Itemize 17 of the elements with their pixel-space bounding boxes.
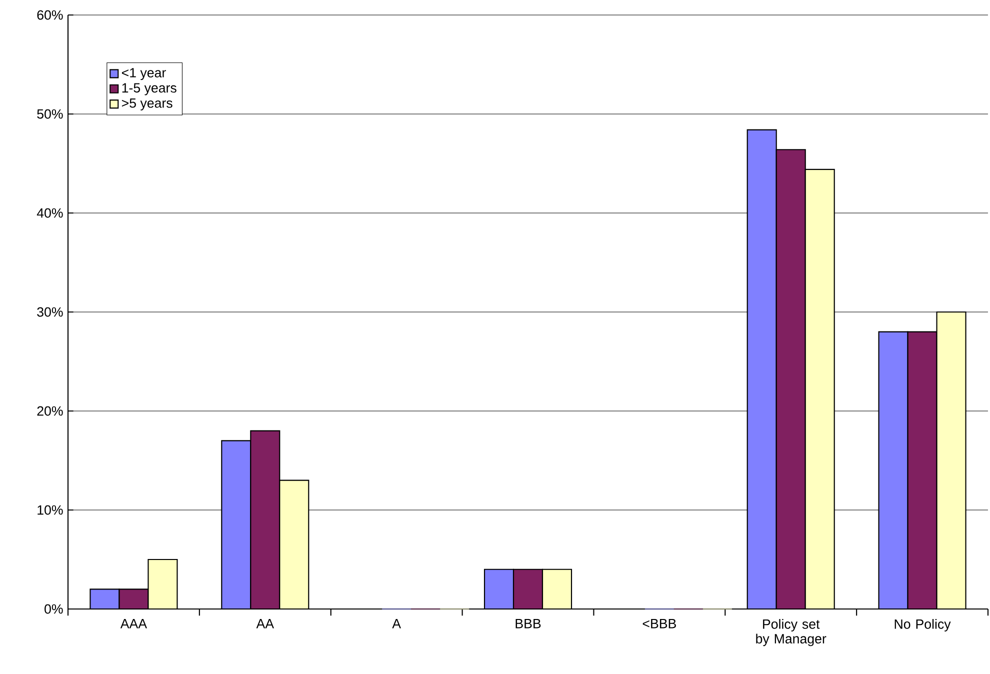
y-tick-label: 10% — [38, 505, 63, 515]
x-tick-label: AAA — [120, 619, 148, 628]
y-tick-label: 60% — [37, 10, 63, 20]
legend-label: >5 years — [122, 98, 172, 110]
y-tick-label: 20% — [37, 406, 63, 416]
y-tick-label: 30% — [37, 307, 63, 317]
x-tick-label: BBB — [516, 619, 541, 628]
legend-label: 1-5 years — [122, 83, 176, 96]
x-tick-label: No Policy — [894, 619, 951, 632]
x-tick-label: <BBB — [642, 619, 676, 628]
legend-label: <1 year — [122, 68, 166, 80]
x-tick-label: A — [392, 619, 401, 628]
y-tick-label: 50% — [37, 109, 63, 119]
y-tick-label: 0% — [44, 604, 63, 614]
y-tick-label: 40% — [36, 208, 63, 218]
x-tick-label: Policy set by Manager — [756, 619, 826, 646]
x-tick-label: AA — [256, 619, 274, 628]
